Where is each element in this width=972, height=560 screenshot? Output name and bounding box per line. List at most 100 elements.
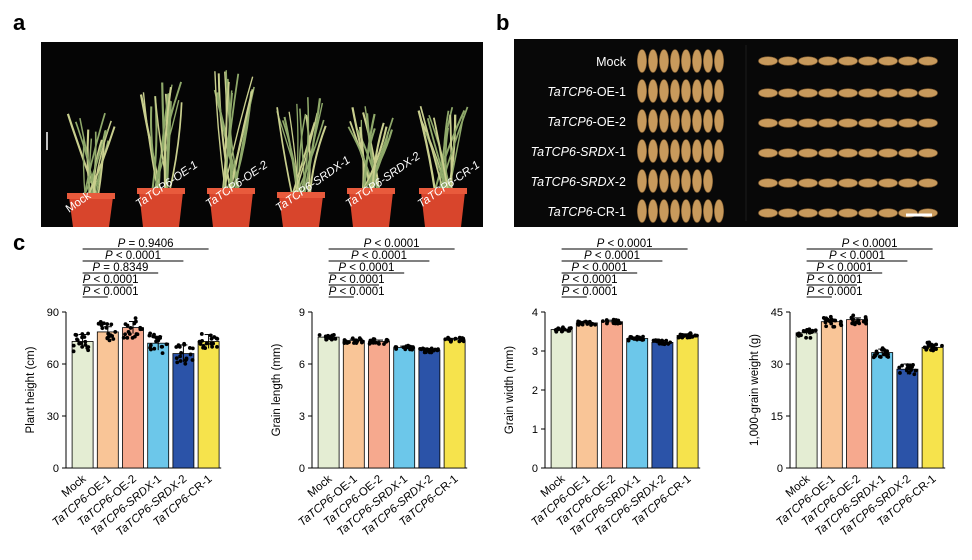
data-point — [813, 328, 818, 333]
data-point — [559, 329, 564, 334]
data-point — [909, 365, 913, 370]
plant-3: TaTCP6-SRDX-1 — [274, 97, 353, 227]
p-value: = 0.8349 — [100, 262, 148, 274]
data-point — [882, 352, 887, 357]
grain-vertical — [648, 139, 658, 163]
bar-TaTCP6-CR-1 — [443, 339, 466, 469]
data-point — [461, 336, 466, 341]
x-tick-suffix: -CR-1 — [429, 473, 460, 502]
grain-vertical — [681, 139, 691, 163]
data-point — [215, 344, 219, 349]
p-symbol: P — [842, 238, 850, 250]
data-point — [680, 335, 685, 340]
bar-TaTCP6-OE-2 — [122, 327, 144, 469]
data-point — [857, 321, 862, 326]
grain-photo-svg: MockTaTCP6-OE-1TaTCP6-OE-2TaTCP6-SRDX-1T… — [514, 39, 958, 227]
grain-horizontal — [858, 56, 878, 66]
data-point — [188, 352, 193, 357]
data-point — [593, 322, 598, 327]
plant-photo: Mock TaTCP6-OE-1 TaTCP6-OE-2 TaTCP6-SRDX-1 T… — [41, 42, 483, 227]
grain-vertical — [692, 109, 702, 133]
y-axis-label: 1,000-grain weight (g) — [749, 334, 761, 446]
grain-vertical — [681, 49, 691, 73]
p-value: = 0.9406 — [125, 238, 173, 250]
plant-pot — [421, 192, 465, 227]
grain-vertical — [670, 49, 680, 73]
grain-horizontal — [838, 148, 858, 158]
grain-horizontal — [798, 56, 818, 66]
p-value: < 0.0001 — [113, 250, 161, 262]
plant-pot-rim — [347, 188, 395, 194]
plant-leaf — [301, 97, 310, 197]
data-point — [151, 334, 156, 339]
grain-horizontal — [858, 88, 878, 98]
data-point — [580, 321, 585, 325]
data-point — [443, 337, 448, 342]
plant-pot-rim — [277, 192, 325, 198]
bar-TaTCP6-SRDX-1 — [393, 347, 416, 469]
data-point — [105, 322, 110, 326]
plant-leaf — [161, 82, 169, 193]
p-symbol: P — [562, 274, 570, 286]
grain-horizontal — [838, 56, 858, 66]
plant-leaf — [433, 110, 466, 193]
significance-label: P < 0.0001 — [329, 274, 385, 286]
grain-vertical — [637, 169, 647, 193]
data-point — [420, 346, 425, 351]
data-point — [108, 333, 113, 338]
grain-horizontal — [798, 208, 818, 218]
bar-TaTCP6-SRDX-1 — [871, 352, 894, 469]
plant-pot-rim — [419, 188, 467, 194]
plant-pot — [139, 192, 183, 227]
grain-horizontal — [918, 88, 938, 98]
data-point — [832, 324, 837, 329]
plant-leaf — [166, 101, 172, 193]
data-point — [653, 338, 658, 342]
grain-vertical — [637, 79, 647, 103]
grain-horizontal — [898, 88, 918, 98]
grain-vertical — [703, 109, 713, 133]
grain-horizontal — [798, 148, 818, 158]
data-point — [125, 335, 130, 340]
data-point — [80, 335, 84, 340]
data-point — [85, 346, 90, 350]
grain-vertical — [659, 169, 669, 193]
grain-row-gene: TaTCP6-SRDX — [531, 145, 616, 159]
grain-row-suffix: -1 — [615, 145, 626, 159]
bar-TaTCP6-CR-1 — [921, 346, 944, 469]
data-point — [209, 341, 214, 346]
data-point — [577, 320, 582, 325]
y-tick-label: 3 — [532, 346, 538, 358]
data-point — [121, 335, 126, 340]
data-point — [178, 359, 183, 363]
data-point — [804, 335, 808, 340]
data-point — [317, 333, 322, 337]
plant-leaf — [303, 98, 322, 197]
bar-Mock — [550, 329, 573, 469]
grain-vertical — [637, 49, 647, 73]
data-point — [418, 346, 422, 351]
data-point — [184, 356, 189, 361]
data-point — [900, 363, 904, 368]
grain-horizontal — [818, 118, 838, 128]
data-point — [123, 332, 127, 337]
y-axis-label: Grain width (mm) — [504, 346, 516, 434]
p-value: < 0.0001 — [837, 250, 885, 262]
plant-leaf — [288, 111, 300, 197]
plant-leaf — [308, 125, 327, 197]
plant-pot-rim — [67, 193, 115, 199]
y-tick-label: 90 — [47, 307, 59, 319]
data-point — [877, 354, 882, 359]
data-point — [210, 344, 215, 349]
y-tick-label: 0 — [299, 463, 305, 475]
data-point — [639, 337, 644, 342]
plant-leaf — [371, 122, 385, 193]
data-point — [821, 315, 826, 320]
plant-pot — [349, 192, 393, 227]
grain-photo: Mock TaTCP6-OE-1 TaTCP6-OE-2 TaTCP6-SRDX-1 T… — [514, 39, 958, 227]
bar-TaTCP6-OE-1 — [96, 331, 119, 469]
grain-horizontal — [838, 208, 858, 218]
grain-vertical — [670, 169, 680, 193]
grain-row-gene: TaTCP6 — [547, 85, 592, 99]
